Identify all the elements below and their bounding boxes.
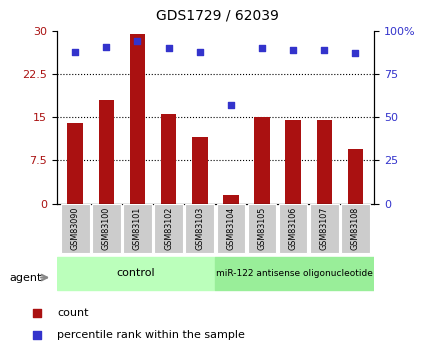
Text: GDS1729 / 62039: GDS1729 / 62039: [156, 9, 278, 23]
Text: GSM83105: GSM83105: [257, 207, 266, 250]
Text: GSM83103: GSM83103: [195, 207, 204, 250]
Bar: [67, 123, 83, 204]
Bar: [191, 137, 207, 204]
Text: GSM83102: GSM83102: [164, 207, 173, 250]
Text: agent: agent: [10, 273, 42, 283]
FancyBboxPatch shape: [309, 204, 338, 253]
FancyBboxPatch shape: [215, 257, 373, 290]
Point: [165, 46, 172, 51]
Text: GSM83101: GSM83101: [133, 207, 141, 250]
FancyBboxPatch shape: [278, 204, 307, 253]
Point: [34, 310, 41, 315]
Text: percentile rank within the sample: percentile rank within the sample: [57, 330, 244, 340]
Text: GSM83104: GSM83104: [226, 207, 235, 250]
Bar: [316, 120, 331, 204]
Text: GSM83107: GSM83107: [319, 207, 328, 250]
Point: [351, 51, 358, 56]
Bar: [129, 34, 145, 204]
Bar: [99, 100, 114, 204]
Text: GSM83100: GSM83100: [102, 207, 111, 250]
FancyBboxPatch shape: [61, 204, 89, 253]
Bar: [285, 120, 300, 204]
FancyBboxPatch shape: [92, 204, 120, 253]
Point: [258, 46, 265, 51]
Point: [134, 39, 141, 44]
FancyBboxPatch shape: [216, 204, 245, 253]
Bar: [253, 117, 269, 204]
Point: [320, 47, 327, 53]
Point: [227, 102, 234, 108]
FancyBboxPatch shape: [185, 204, 214, 253]
FancyBboxPatch shape: [56, 257, 215, 290]
Point: [196, 49, 203, 55]
Point: [34, 332, 41, 338]
Text: GSM83108: GSM83108: [350, 207, 359, 250]
Text: GSM83090: GSM83090: [71, 207, 79, 250]
Text: control: control: [116, 268, 155, 278]
FancyBboxPatch shape: [154, 204, 183, 253]
FancyBboxPatch shape: [247, 204, 276, 253]
FancyBboxPatch shape: [123, 204, 151, 253]
Text: count: count: [57, 308, 88, 318]
Point: [103, 44, 110, 49]
Bar: [347, 149, 362, 204]
Text: GSM83106: GSM83106: [288, 207, 297, 250]
Text: miR-122 antisense oligonucleotide: miR-122 antisense oligonucleotide: [216, 269, 372, 278]
FancyBboxPatch shape: [340, 204, 369, 253]
Point: [289, 47, 296, 53]
Bar: [161, 115, 176, 204]
Bar: [223, 195, 238, 204]
Point: [72, 49, 79, 55]
